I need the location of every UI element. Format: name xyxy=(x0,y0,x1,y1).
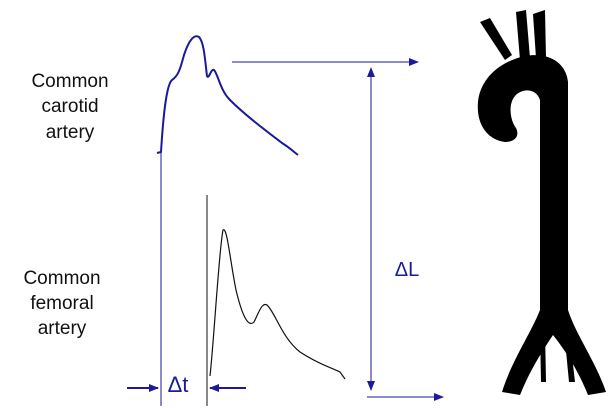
femoral-waveform xyxy=(209,229,346,380)
carotid-waveform xyxy=(156,35,299,156)
femoral-label: artery xyxy=(38,318,87,339)
carotid-label: carotid xyxy=(41,96,98,117)
aorta-silhouette xyxy=(477,10,606,395)
femoral-label: femoral xyxy=(30,293,93,314)
carotid-label: Common xyxy=(31,71,108,92)
delta-l-label: ΔL xyxy=(395,259,419,281)
delta-t-label: Δt xyxy=(168,372,189,397)
femoral-label: Common xyxy=(23,268,100,289)
carotid-label: artery xyxy=(46,122,95,143)
